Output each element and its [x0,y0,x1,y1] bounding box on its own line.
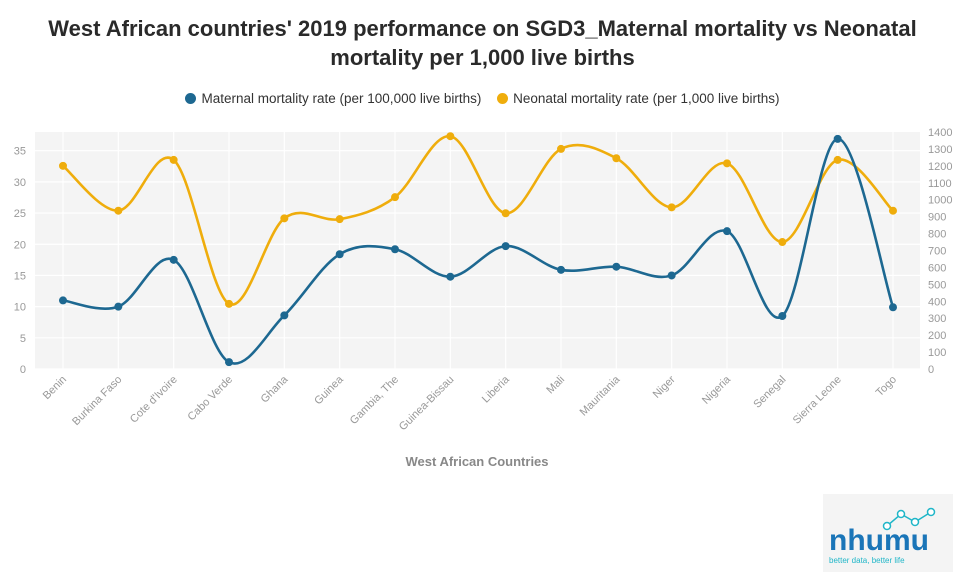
x-axis-tick-label: Benin [41,374,69,402]
data-point-neonatal [114,206,123,215]
chart-title: West African countries' 2019 performance… [48,16,917,70]
right-axis-tick-label: 300 [928,313,946,325]
data-point-neonatal [59,161,67,170]
right-axis-tick-label: 200 [928,330,946,342]
data-point-maternal [833,134,842,143]
legend-marker-neonatal [497,93,509,104]
data-point-maternal [114,302,123,311]
data-point-maternal [335,250,344,259]
data-point-neonatal [501,209,510,218]
data-point-maternal [169,255,178,264]
right-axis-tick-label: 1400 [928,127,952,139]
nhumu-logo: nhumu better data, better life [823,494,953,572]
x-axis-tick-label: Liberia [480,373,512,405]
data-point-maternal [889,303,897,312]
right-axis-tick-label: 1100 [928,178,952,190]
legend-label-maternal: Maternal mortality rate (per 100,000 liv… [201,91,482,106]
data-point-maternal [612,262,621,271]
data-point-neonatal [335,215,344,224]
x-axis-tick-label: Gambia, The [348,374,401,427]
data-point-maternal [667,271,676,280]
data-point-neonatal [833,155,842,164]
x-axis-tick-label: Cabo Verde [186,374,236,424]
x-axis-tick-label: Togo [874,374,899,399]
data-point-maternal [501,242,510,251]
right-axis-tick-label: 1300 [928,144,952,156]
x-axis-label: West African Countries [405,454,548,469]
right-axis-tick-label: 500 [928,279,946,291]
x-axis-tick-label: Nigeria [700,373,734,407]
legend-marker-maternal [185,93,197,104]
right-axis-tick-label: 400 [928,296,946,308]
left-axis-tick-label: 30 [14,177,26,189]
left-axis-tick-label: 10 [14,302,26,314]
data-point-neonatal [889,206,897,215]
x-axis-tick-label: Sierra Leone [791,374,844,427]
logo-wordmark: nhumu [829,524,929,557]
data-point-maternal [225,358,233,367]
data-point-maternal [391,245,399,254]
right-axis-tick-label: 100 [928,347,946,359]
left-axis-tick-label: 20 [14,239,26,251]
right-axis-tick-label: 600 [928,262,946,274]
data-point-maternal [723,227,731,236]
data-point-neonatal [169,155,178,164]
right-axis-tick-label: 1200 [928,161,952,173]
data-point-maternal [59,296,67,305]
data-point-maternal [280,311,289,320]
data-point-neonatal [778,238,787,247]
data-point-maternal [446,272,455,281]
data-point-maternal [557,265,565,274]
left-axis-tick-label: 0 [20,364,26,376]
right-axis-tick-label: 800 [928,229,946,241]
left-axis-tick-label: 15 [14,270,26,282]
logo-tagline: better data, better life [829,556,905,565]
series-line-neonatal [62,134,894,306]
right-axis-tick-label: 1000 [928,195,952,207]
data-point-neonatal [667,203,676,212]
plot-area [35,132,920,369]
data-point-neonatal [225,299,233,308]
logo-graph-icon [882,507,936,531]
x-axis-tick-label: Burkina Faso [70,374,124,428]
legend-label-neonatal: Neonatal mortality rate (per 1,000 live … [513,91,780,106]
left-axis-tick-label: 5 [20,333,26,345]
right-axis-tick-label: 900 [928,212,946,224]
legend: Maternal mortality rate (per 100,000 liv… [0,91,965,106]
data-point-neonatal [723,159,731,168]
data-point-neonatal [391,193,399,202]
x-axis-tick-label: Mali [544,374,567,397]
data-point-neonatal [612,154,621,163]
x-axis-tick-label: Guinea [312,373,346,407]
data-point-neonatal [446,132,455,141]
data-point-maternal [778,311,787,320]
right-axis-tick-label: 700 [928,246,946,258]
x-axis-tick-label: Cote d'Ivoire [128,374,180,426]
x-axis-tick-label: Senegal [751,374,788,411]
x-axis-tick-label: Ghana [259,373,291,405]
legend-item-neonatal[interactable]: Neonatal mortality rate (per 1,000 live … [497,91,780,106]
left-axis-tick-label: 25 [14,208,26,220]
data-point-neonatal [557,144,565,153]
x-axis-tick-label: Niger [651,373,678,400]
x-axis-tick-label: Mauritania [578,373,623,418]
x-axis-tick-label: Guinea-Bissau [397,374,457,434]
legend-item-maternal[interactable]: Maternal mortality rate (per 100,000 liv… [185,91,481,106]
right-axis-tick-label: 0 [928,364,934,376]
data-point-neonatal [280,214,289,223]
left-axis-tick-label: 35 [14,146,26,158]
